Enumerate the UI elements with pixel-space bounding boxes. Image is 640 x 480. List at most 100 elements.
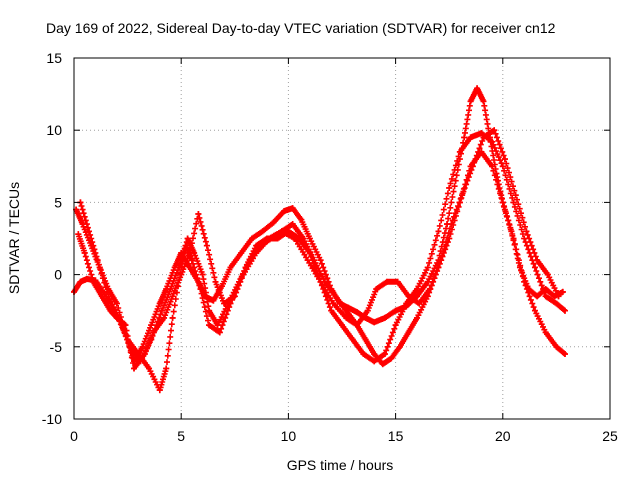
y-tick-label: -5	[50, 339, 63, 355]
data-point	[163, 365, 170, 372]
data-point	[388, 355, 395, 362]
data-point	[379, 361, 386, 368]
data-point	[317, 278, 324, 285]
data-point	[371, 358, 378, 365]
data-point	[555, 293, 562, 300]
data-point	[512, 192, 519, 199]
y-tick-label: -10	[42, 411, 62, 427]
data-point	[392, 322, 399, 329]
data-point	[298, 216, 305, 223]
data-point	[146, 365, 153, 372]
data-point	[461, 134, 468, 141]
series-markers-track-c	[73, 148, 568, 394]
data-point	[291, 235, 298, 242]
data-point	[360, 351, 367, 358]
data-point	[446, 184, 453, 191]
data-point	[176, 264, 183, 271]
data-point	[206, 322, 213, 329]
x-tick-label: 0	[70, 428, 78, 444]
data-point	[158, 307, 165, 314]
series-track-a	[71, 85, 566, 365]
plot-frame	[73, 57, 611, 420]
data-point	[478, 130, 485, 137]
y-tick-label: 15	[46, 50, 62, 66]
data-point	[501, 156, 508, 163]
data-point	[216, 329, 223, 336]
data-point	[169, 293, 176, 300]
data-point	[195, 210, 202, 217]
data-point	[531, 264, 538, 271]
data-point	[203, 242, 210, 249]
x-axis-label: GPS time / hours	[287, 457, 394, 473]
x-tick-label: 5	[177, 428, 185, 444]
data-point	[561, 351, 568, 358]
data-point	[480, 134, 487, 141]
data-point	[521, 278, 528, 285]
data-point	[362, 336, 369, 343]
data-point	[156, 300, 163, 307]
data-point	[339, 322, 345, 329]
data-point	[452, 177, 459, 184]
y-tick-label: 0	[54, 267, 62, 283]
data-point	[489, 163, 496, 170]
data-point	[523, 228, 530, 235]
data-point	[364, 307, 371, 314]
data-point	[248, 235, 255, 242]
data-point	[349, 336, 356, 343]
data-point	[253, 249, 260, 256]
data-point	[384, 278, 391, 285]
data-point	[332, 293, 339, 300]
data-point	[240, 271, 247, 278]
data-point	[126, 343, 133, 350]
data-point	[105, 293, 112, 300]
data-point	[534, 293, 541, 300]
data-point	[426, 286, 433, 293]
data-point	[227, 264, 234, 271]
data-point	[510, 235, 517, 242]
data-point	[281, 208, 288, 215]
data-point	[116, 314, 123, 321]
data-point	[392, 307, 399, 314]
data-point	[107, 307, 114, 314]
data-point	[394, 278, 401, 285]
data-point	[448, 221, 455, 228]
data-point	[306, 235, 313, 242]
data-point	[467, 98, 474, 105]
data-point	[113, 300, 120, 307]
series-markers-track-a	[71, 85, 566, 365]
data-point	[188, 257, 195, 264]
data-point	[499, 163, 506, 170]
data-point	[414, 293, 421, 300]
data-point	[559, 288, 566, 295]
data-point	[199, 271, 206, 278]
data-point	[184, 235, 191, 242]
data-point	[553, 343, 560, 350]
data-point	[227, 300, 234, 307]
data-point	[491, 127, 498, 134]
data-point	[317, 257, 324, 264]
data-point	[139, 343, 146, 350]
data-point	[330, 300, 337, 307]
data-point	[212, 278, 219, 285]
data-point	[403, 300, 410, 307]
x-tick-label: 15	[388, 428, 404, 444]
data-point	[75, 231, 82, 238]
data-point	[206, 307, 213, 314]
y-tick-label: 10	[46, 122, 62, 138]
data-point	[278, 228, 285, 235]
data-point	[156, 387, 163, 394]
data-point	[405, 329, 412, 336]
data-point	[304, 257, 311, 264]
data-point	[289, 221, 296, 228]
series-track-d	[77, 127, 562, 365]
data-point	[542, 329, 549, 336]
data-point	[343, 314, 350, 321]
data-point	[510, 199, 517, 206]
data-point	[94, 257, 101, 264]
data-point	[424, 264, 431, 271]
data-point	[405, 293, 412, 300]
data-point	[381, 351, 388, 358]
data-point	[480, 98, 487, 105]
data-point	[197, 286, 204, 293]
data-point	[544, 271, 551, 278]
